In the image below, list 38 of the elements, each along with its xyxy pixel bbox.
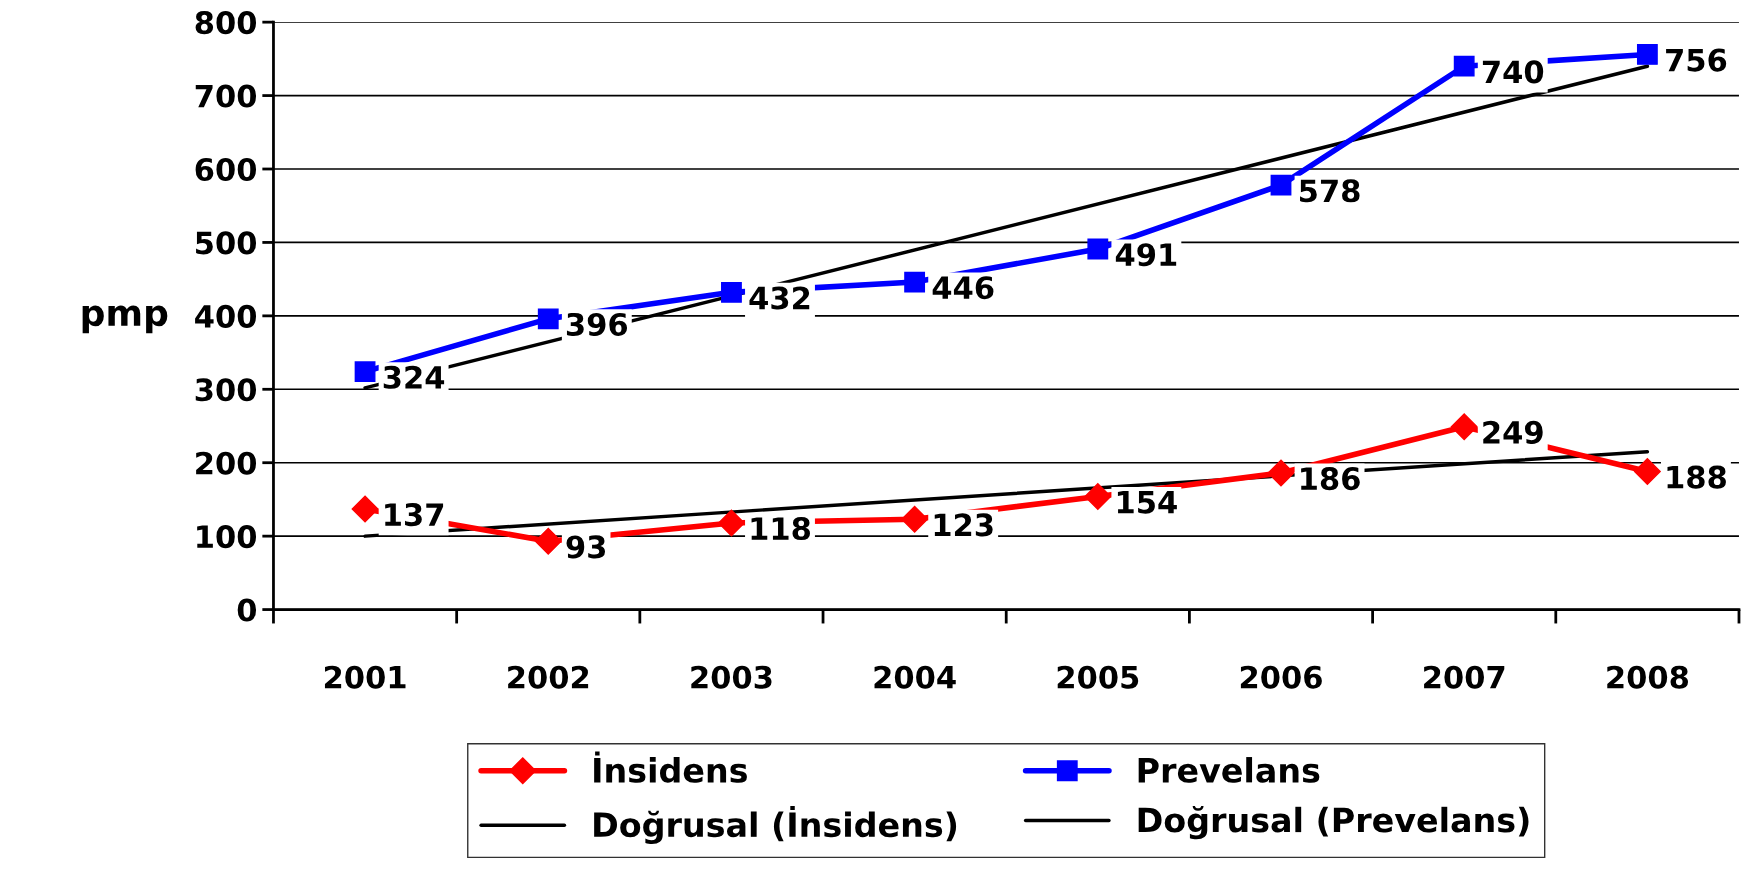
x-tick-label: 2006: [1240, 665, 1322, 689]
y-tick-label: 300: [195, 378, 257, 402]
y-tick-label: 700: [195, 84, 257, 108]
legend-label: Prevelans: [1138, 757, 1320, 783]
data-label: 154: [1117, 490, 1177, 514]
data-label: 446: [932, 276, 994, 300]
data-label: 324: [383, 365, 445, 389]
data-label: 249: [1483, 420, 1543, 444]
y-tick-label: 400: [195, 304, 257, 328]
data-label: 188: [1667, 465, 1726, 489]
y-tick-label: 200: [196, 451, 257, 475]
legend-label: Doğrusal (İnsidens): [594, 805, 957, 845]
data-label: 756: [1666, 48, 1727, 72]
data-label: 432: [749, 286, 810, 310]
x-tick-label: 2001: [324, 665, 406, 689]
data-label: 396: [566, 312, 628, 336]
y-tick-label: 800: [195, 11, 257, 35]
y-tick-label: 600: [195, 157, 257, 182]
legend-label: İnsidens: [594, 751, 747, 783]
x-tick-label: 2008: [1607, 665, 1689, 689]
x-tick-label: 2002: [508, 665, 589, 689]
x-tick-label: 2003: [691, 665, 772, 689]
data-label: 137: [385, 503, 444, 527]
y-axis-title: pmp: [82, 305, 168, 334]
data-label: 123: [934, 513, 993, 537]
data-label: 93: [566, 535, 606, 559]
data-label: 578: [1300, 179, 1360, 203]
x-tick-label: 2004: [874, 665, 956, 689]
data-label: 491: [1115, 243, 1177, 267]
data-label: 740: [1482, 60, 1544, 84]
y-tick-label: 0: [237, 598, 257, 622]
y-tick-label: 500: [196, 231, 257, 255]
data-label: 186: [1301, 467, 1360, 491]
data-label: 118: [751, 517, 810, 541]
legend-label: Doğrusal (Prevelans): [1138, 805, 1529, 840]
x-tick-label: 2005: [1057, 665, 1139, 689]
x-tick-label: 2007: [1424, 665, 1505, 689]
y-tick-label: 100: [197, 525, 257, 549]
